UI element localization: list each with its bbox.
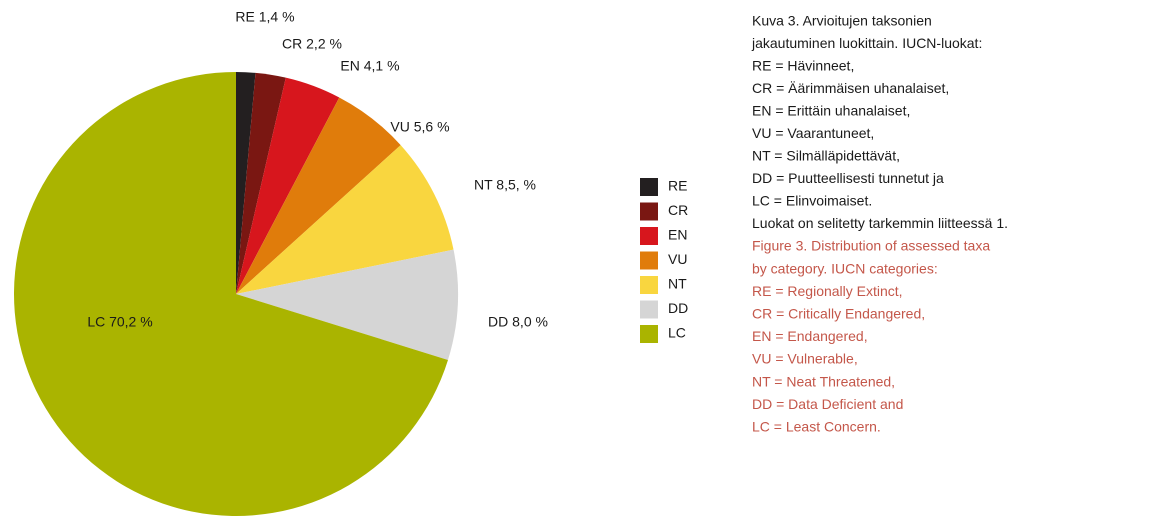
legend-label: RE	[668, 178, 687, 194]
caption-fi-line: DD = Puutteellisesti tunnetut ja	[752, 170, 944, 186]
slice-label: NT 8,5, %	[474, 177, 536, 193]
pie-slice	[236, 249, 458, 360]
caption-fi-line: Kuva 3. Arvioitujen taksonien	[752, 13, 932, 29]
legend-label: DD	[668, 300, 688, 316]
legend-label: CR	[668, 202, 688, 218]
legend-label: NT	[668, 276, 687, 292]
legend-swatch	[640, 227, 658, 245]
caption-en-line: DD = Data Deficient and	[752, 396, 903, 412]
legend-swatch	[640, 202, 658, 221]
caption-en-line: VU = Vulnerable,	[752, 351, 858, 367]
legend-swatch	[640, 300, 658, 319]
legend-label: LC	[668, 325, 686, 341]
caption-en-line: Figure 3. Distribution of assessed taxa	[752, 238, 990, 254]
legend-label: VU	[668, 251, 687, 267]
caption-fi-line: Luokat on selitetty tarkemmin liitteessä…	[752, 215, 1008, 231]
caption-fi-line: CR = Äärimmäisen uhanalaiset,	[752, 80, 949, 96]
caption-fi-line: LC = Elinvoimaiset.	[752, 193, 872, 209]
pie-slice	[14, 72, 448, 516]
legend-swatch	[640, 178, 658, 196]
slice-label: EN 4,1 %	[340, 58, 399, 74]
caption-fi-line: VU = Vaarantuneet,	[752, 125, 874, 141]
caption-en-line: RE = Regionally Extinct,	[752, 283, 903, 299]
slice-label: DD 8,0 %	[488, 314, 548, 330]
slice-label: CR 2,2 %	[282, 36, 342, 52]
caption-fi-line: NT = Silmälläpidettävät,	[752, 148, 900, 164]
legend-swatch	[640, 276, 658, 294]
caption-en-line: NT = Neat Threatened,	[752, 373, 895, 389]
caption-fi-line: jakautuminen luokittain. IUCN-luokat:	[751, 35, 982, 51]
legend-swatch	[640, 251, 658, 270]
caption-en-line: LC = Least Concern.	[752, 419, 881, 435]
legend-swatch	[640, 325, 658, 343]
slice-label: RE 1,4 %	[235, 9, 294, 25]
caption-en-line: by category. IUCN categories:	[752, 260, 938, 276]
caption-fi-line: EN = Erittäin uhanalaiset,	[752, 103, 910, 119]
pie-slice	[236, 97, 401, 295]
caption-en-line: CR = Critically Endangered,	[752, 306, 925, 322]
pie-slice	[236, 72, 286, 294]
pie-slice	[236, 77, 340, 295]
caption-en-line: EN = Endangered,	[752, 328, 868, 344]
pie-slice	[236, 72, 256, 294]
legend-label: EN	[668, 227, 687, 243]
caption-fi-line: RE = Hävinneet,	[752, 58, 854, 74]
pie-slice	[236, 145, 454, 294]
slice-label: LC 70,2 %	[87, 314, 152, 330]
slice-label: VU 5,6 %	[390, 119, 449, 135]
